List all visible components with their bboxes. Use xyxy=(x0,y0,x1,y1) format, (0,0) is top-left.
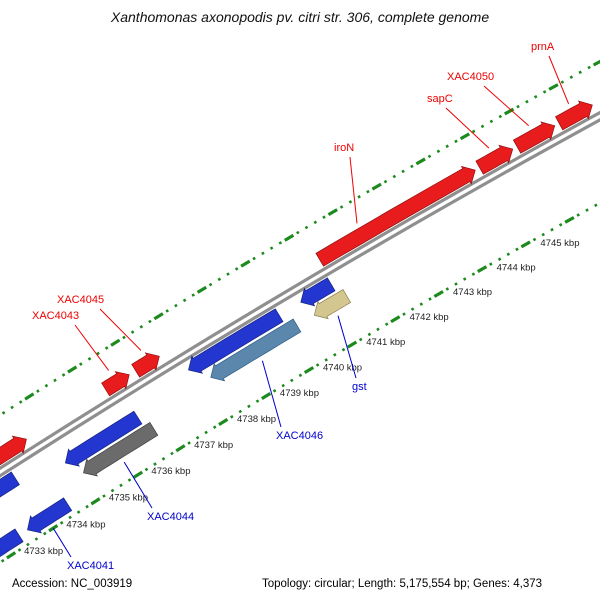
label-leader-line xyxy=(74,324,110,371)
gene-label[interactable]: XAC4046 xyxy=(276,430,323,442)
ruler-tick-label: 4740 kbp xyxy=(323,363,362,374)
label-leader-line xyxy=(261,360,282,428)
gene-label[interactable]: iroN xyxy=(334,142,354,154)
gene-arrow[interactable] xyxy=(83,422,159,477)
gene-arrow-prnA[interactable] xyxy=(555,100,593,131)
label-leader-line xyxy=(349,156,358,224)
gene-label[interactable]: XAC4050 xyxy=(447,71,494,83)
ruler-tick-label: 4734 kbp xyxy=(66,519,105,530)
gene-arrow[interactable] xyxy=(0,528,24,578)
label-leader-line xyxy=(99,308,142,351)
page-title: Xanthomonas axonopodis pv. citri str. 30… xyxy=(110,9,490,25)
ruler-tick-label: 4744 kbp xyxy=(497,262,536,273)
gene-arrow-gst[interactable] xyxy=(300,277,336,307)
gene-arrow-XAC4045[interactable] xyxy=(131,352,160,378)
ruler-tick-label: 4735 kbp xyxy=(109,493,148,504)
ruler-tick-label: 4736 kbp xyxy=(151,466,190,477)
ruler-tick-label: 4741 kbp xyxy=(366,337,405,348)
gene-arrow-sapC[interactable] xyxy=(475,144,514,175)
gene-label[interactable]: XAC4044 xyxy=(147,511,194,523)
status-bar: Accession: NC_003919 Topology: circular;… xyxy=(0,573,600,600)
gene-arrow-XAC4041[interactable] xyxy=(27,497,73,534)
gene-annotations: prnA XAC4050 sapC iroN XAC4045 XAC4043 gst XAC4… xyxy=(32,41,570,572)
gene-arrow[interactable] xyxy=(0,435,27,489)
ruler-tick-label: 4739 kbp xyxy=(280,388,319,399)
label-leader-line xyxy=(483,85,530,127)
gene-arrow-XAC4050[interactable] xyxy=(512,121,556,154)
gene-label[interactable]: gst xyxy=(352,381,367,393)
outer-ruler-ticks xyxy=(1,58,600,415)
ruler-tick-label: 4738 kbp xyxy=(237,414,276,425)
gene-arrow-iroN[interactable] xyxy=(315,165,476,267)
label-leader-line xyxy=(52,527,72,558)
gene-label[interactable]: sapC xyxy=(427,93,453,105)
gene-label[interactable]: XAC4043 xyxy=(32,310,79,322)
gene-arrow[interactable] xyxy=(210,318,302,382)
label-leader-line xyxy=(548,55,570,104)
gene-label[interactable]: prnA xyxy=(531,41,555,53)
gene-arrow-XAC4044[interactable] xyxy=(64,410,143,467)
gene-arrow[interactable] xyxy=(313,289,352,320)
ruler-tick-label: 4737 kbp xyxy=(194,440,233,451)
ruler-tick-label: 4733 kbp xyxy=(24,546,63,557)
genome-backbone xyxy=(0,110,600,478)
gene-arrow[interactable] xyxy=(0,471,20,533)
accession-text: Accession: NC_003919 xyxy=(12,578,133,590)
gene-label[interactable]: XAC4041 xyxy=(67,560,114,572)
gene-label[interactable]: XAC4045 xyxy=(57,294,104,306)
label-leader-line xyxy=(337,315,357,379)
label-leader-line xyxy=(445,107,490,149)
ruler-tick-label: 4743 kbp xyxy=(453,287,492,298)
gene-arrow-XAC4043[interactable] xyxy=(101,371,130,397)
inner-ruler-ticks xyxy=(0,203,598,563)
gene-arrow-XAC4046[interactable] xyxy=(188,308,284,374)
ruler-tick-label: 4742 kbp xyxy=(410,312,449,323)
genome-summary-text: Topology: circular; Length: 5,175,554 bp… xyxy=(262,578,543,590)
ruler-labels: 4733 kbp 4734 kbp 4735 kbp 4736 kbp 4737 kbp… xyxy=(24,238,579,557)
ruler-tick-label: 4745 kbp xyxy=(540,238,579,249)
label-leader-line xyxy=(123,461,153,509)
gene-track xyxy=(0,100,593,578)
